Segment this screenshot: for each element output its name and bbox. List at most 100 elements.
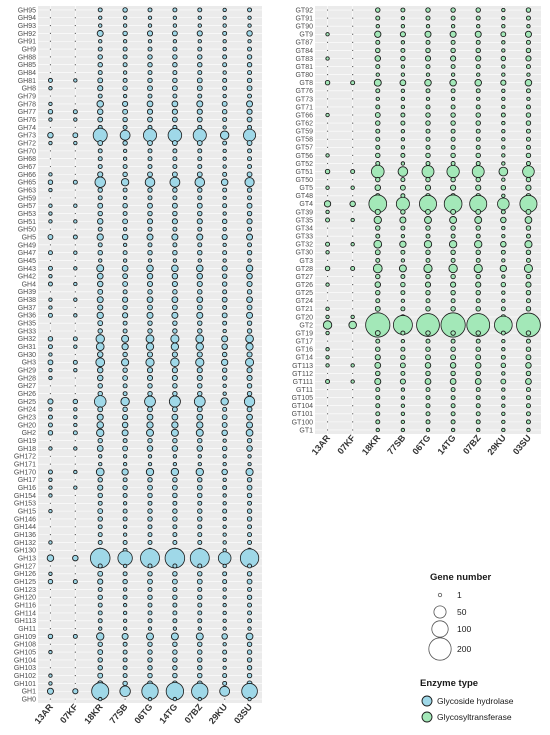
bubble-gh127-77sb [122, 563, 128, 569]
row-label-gt3: GT3 [299, 258, 313, 265]
bubble-gh81-29ku [222, 77, 228, 83]
bubble-gh32-29ku [221, 335, 229, 343]
bubble-gh74-13ar [49, 126, 52, 128]
bubble-gt19-14tg [450, 330, 456, 336]
glycoside-hydrolase-panel: GH95GH94GH93GH92GH91GH9GH88GH85GH84GH81G… [14, 6, 262, 726]
bubble-gt25-14tg [450, 289, 456, 296]
bubble-gh67-14tg [172, 164, 178, 170]
bubble-gh38-06tg [146, 296, 154, 304]
bubble-gt25-18kr [375, 289, 381, 296]
bubble-gh113-06tg [147, 618, 153, 624]
bubble-gh84-06tg [147, 70, 153, 76]
bubble-gt73-14tg [450, 96, 456, 102]
bubble-gt34-03su [525, 225, 532, 231]
bubble-gt51-18kr [371, 164, 385, 179]
bubble-gh105-13ar [48, 649, 53, 655]
row-label-gh42: GH42 [18, 274, 36, 281]
row-label-gh45: GH45 [18, 258, 36, 265]
bubble-gt28-14tg [448, 263, 458, 274]
bubble-gt87-77sb [400, 40, 406, 45]
bubble-gt35-29ku [500, 216, 507, 224]
gh-column-label-29ku: 29KU [207, 702, 229, 726]
bubble-gh15-07bz [197, 508, 203, 514]
bubble-gh38-07kf [73, 297, 78, 302]
bubble-gh37-06tg [147, 304, 153, 311]
bubble-gt51-13ar [324, 168, 331, 175]
bubble-gt33-18kr [375, 233, 381, 239]
bubble-gh2-29ku [221, 429, 228, 437]
bubble-gh30-13ar [48, 352, 53, 357]
row-label-gh94: GH94 [18, 15, 36, 22]
bubble-gh172-13ar [49, 455, 52, 457]
bubble-gt33-06tg [425, 233, 431, 239]
bubble-gh88-14tg [172, 54, 178, 60]
bubble-gh120-07bz [197, 594, 203, 600]
bubble-gh28-06tg [146, 374, 154, 382]
bubble-gh43-13ar [47, 265, 53, 271]
bubble-gt9-06tg [424, 30, 432, 38]
bubble-gh9-14tg [172, 46, 178, 52]
bubble-gh37-03su [246, 304, 253, 311]
bubble-gt73-77sb [400, 96, 406, 102]
bubble-gt9-03su [524, 30, 532, 38]
bubble-gt81-07bz [475, 64, 481, 70]
bubble-gt20-13ar [325, 314, 330, 320]
bubble-gt35-06tg [424, 216, 432, 224]
bubble-gh37-13ar [48, 305, 53, 310]
bubble-gt71-03su [525, 104, 531, 110]
bubble-gh45-29ku [222, 258, 227, 263]
bubble-gt80-07bz [476, 72, 481, 77]
bubble-gh67-07bz [197, 164, 203, 170]
bubble-gt25-13ar [326, 292, 329, 294]
bubble-gh94-13ar [49, 17, 52, 19]
bubble-gh120-14tg [172, 594, 178, 600]
bubble-gt2-18kr [365, 312, 391, 338]
bubble-gt27-07kf [352, 275, 354, 278]
bubble-gh93-13ar [49, 24, 52, 27]
row-label-gh93: GH93 [18, 23, 36, 30]
bubble-gh23-29ku [221, 414, 228, 421]
bubble-gh9-03su [247, 46, 253, 52]
bubble-gt66-03su [525, 112, 532, 118]
row-label-gh20: GH20 [18, 422, 36, 429]
bubble-gh113-07kf [74, 620, 76, 622]
bubble-gt90-14tg [450, 24, 456, 29]
bubble-gh154-14tg [172, 492, 178, 499]
bubble-gh146-07kf [74, 518, 76, 520]
bubble-gh114-14tg [172, 610, 178, 616]
bubble-gt111-03su [525, 378, 532, 385]
bubble-gh93-18kr [98, 23, 103, 28]
bubble-gh24-03su [246, 406, 253, 413]
bubble-gt3-14tg [450, 257, 456, 263]
bubble-gt76-14tg [450, 88, 456, 94]
bubble-gh25-06tg [144, 395, 156, 408]
bubble-gh27-29ku [222, 383, 227, 388]
bubble-gt113-77sb [399, 362, 406, 369]
bubble-gt66-29ku [500, 112, 506, 118]
bubble-gt28-18kr [372, 263, 383, 274]
bubble-gh45-13ar [49, 259, 52, 262]
legend-size-key-1 [437, 592, 443, 598]
bubble-gh15-29ku [222, 508, 228, 514]
bubble-gt76-07bz [475, 88, 481, 94]
bubble-gh125-07bz [196, 578, 203, 585]
row-label-gh49: GH49 [18, 242, 36, 249]
bubble-gh4-77sb [122, 281, 129, 287]
bubble-gh132-07kf [74, 541, 76, 544]
bubble-gh59-18kr [97, 195, 103, 201]
bubble-gt113-06tg [424, 362, 432, 369]
bubble-gt1-06tg [425, 427, 431, 433]
bubble-gt32-18kr [373, 239, 383, 249]
bubble-gh93-14tg [172, 23, 178, 28]
bubble-gt100-13ar [326, 421, 329, 423]
bubble-gt113-13ar [325, 363, 330, 368]
bubble-gh85-18kr [97, 62, 103, 68]
bubble-gt16-06tg [425, 346, 431, 352]
bubble-gh38-03su [246, 296, 253, 304]
bubble-gh65-13ar [47, 179, 54, 185]
bubble-gh91-77sb [122, 39, 128, 44]
bubble-gt8-03su [524, 78, 533, 87]
bubble-gt57-07kf [352, 146, 354, 148]
bubble-gh30-06tg [146, 351, 154, 358]
bubble-gh126-18kr [97, 570, 104, 577]
